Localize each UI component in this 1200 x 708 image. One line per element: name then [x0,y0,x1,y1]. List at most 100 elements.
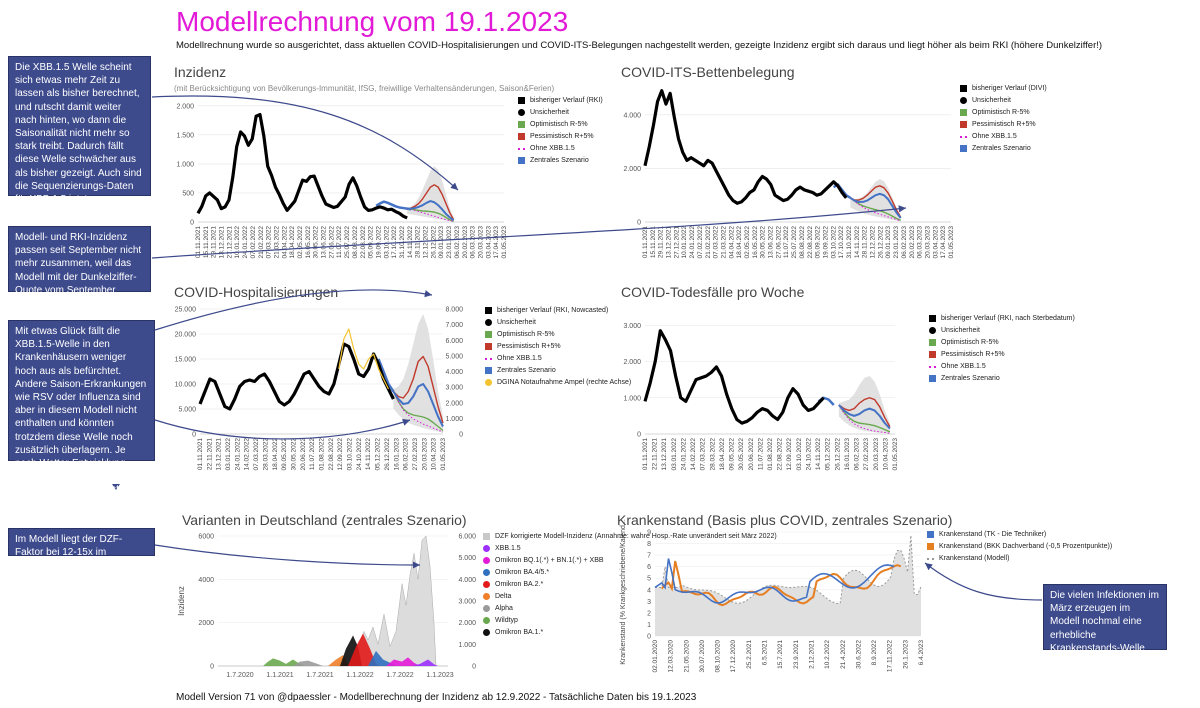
x-tick-label: 17.12.2020 [730,640,737,673]
x-tick-label: 17.04.2023 [493,226,500,259]
series-model-line [377,358,395,393]
y-tick-label: 25.000 [175,307,197,314]
series-history-line [198,342,395,411]
y2-tick-label: 2.000 [445,400,463,407]
x-tick-label: 04.04.2022 [728,226,735,259]
chart-hosp: 0 5.000 10.000 15.000 20.000 25.000 0 1.000 2.00… [175,307,464,471]
legend-label: Ohne XBB.1.5 [530,145,575,152]
y-tick-label: 2.000 [623,359,641,366]
x-tick-label: 09.01.2023 [438,226,445,259]
legend-item: Delta [483,592,608,604]
x-tick-label: 24.10.2022 [805,438,812,471]
y-tick-label: 4 [647,587,651,594]
legend-item: Omikron BA.1.* [483,628,608,640]
series-no-xbb-line [850,197,901,222]
x-tick-label: 20.02.2023 [909,226,916,259]
note-sick-leave: Die vielen Infektionen im März erzeugen … [1043,584,1167,680]
x-tick-label: 09.05.2022 [281,438,288,471]
y-tick-label: 20.000 [175,332,197,339]
legend-swatch [518,97,525,104]
x-tick-label: 8.9.2022 [871,640,878,666]
legend-item: bisheriger Verlauf (DIVI) [960,84,1047,96]
y-tick-label: 4000 [198,577,214,584]
x-tick-label: 23.01.2023 [446,226,453,259]
x-tick-label: 27.02.2023 [412,438,419,471]
note-rki-incidence: Modell- und RKI-Inzidenz passen seit Sep… [8,226,151,309]
series-history-line [196,112,408,220]
legend-label: XBB.1.5 [495,545,521,552]
x-tick-label: 27.06.2022 [775,226,782,259]
legend-swatch [518,133,525,140]
y-tick-label: 15.000 [175,357,197,364]
legend-label: Pessimistisch R+5% [530,133,594,140]
legend-item: Pessimistisch R+5% [929,350,1049,362]
series-history-line [643,89,848,205]
x-tick-label: 12.09.2022 [786,438,793,471]
chart-tod: 0 1.000 2.000 3.000 01.11.2021 22.11.2021 13.1… [623,323,899,471]
x-tick-label: 16.05.2022 [752,226,759,259]
x-tick-label: 22.08.2022 [777,438,784,471]
legend-label: DZF korrigierte Modell-Inzidenz (Annahme… [495,533,777,540]
series-pessimistic-line [407,184,455,221]
x-tick-label: 21.02.2022 [258,226,265,259]
chart-title-krankenstand: Krankenstand (Basis plus COVID, zentrale… [617,512,953,528]
y-tick-label: 0 [637,220,641,227]
legend-swatch [485,367,492,374]
legend-item: XBB.1.5 [483,544,608,556]
x-tick-label: 01.08.2022 [319,438,326,471]
legend-item: Zentrales Szenario [929,374,1049,386]
x-tick-label: 06.02.2023 [901,226,908,259]
chart-title-tod: COVID-Todesfälle pro Woche [621,284,805,300]
legend-label: bisheriger Verlauf (RKI, Nowcasted) [497,307,609,314]
x-tick-label: 12.12.2022 [423,226,430,259]
legend-swatch [927,531,934,538]
x-tick-label: 18.04.2022 [736,226,743,259]
legend-swatch [485,331,492,338]
legend-item: Unsicherheit [518,108,603,120]
legend-item: Ohne XBB.1.5 [960,132,1047,144]
x-tick-label: 01.11.2021 [197,438,204,470]
legend-swatch [518,157,525,164]
legend-item: Omikron BA.4/5.* [483,568,608,580]
legend-item: Optimistisch R-5% [960,108,1047,120]
panel-tod: COVID-Todesfälle pro Woche 0 1.000 2.000 3.… [615,282,1075,502]
y-tick-label: 2.000 [176,103,194,110]
x-tick-label: 15.7.2021 [777,640,784,669]
x-tick-label: 14.02.2022 [244,438,251,471]
legend-label: Krankenstand (Modell) [939,555,1010,562]
legend-swatch [927,558,934,562]
x-tick-label: 03.01.2022 [671,438,678,471]
legend-item: bisheriger Verlauf (RKI, nach Sterbedatu… [929,314,1075,326]
legend-swatch [518,121,525,128]
x-tick-label: 14.02.2022 [690,438,697,471]
x-tick-label: 14.11.2022 [365,438,372,470]
legend-label: Omikron BA.1.* [495,629,544,636]
x-tick-label: 13.12.2021 [216,438,223,471]
series-optimistic-line [838,404,891,433]
y2-tick-label: 3.000 [445,385,463,392]
legend-label: Omikron BQ.1(.*) + BN.1(.*) + XBB [495,557,604,564]
legend-item: Alpha [483,604,608,616]
x-tick-label: 22.08.2022 [360,226,367,259]
series-central-line [838,404,891,430]
x-tick-label: 25.07.2022 [791,226,798,259]
x-tick-label: 16.05.2022 [305,226,312,259]
x-tick-label: 23.9.2021 [793,640,800,669]
chart-its: 0 2.000 4.000 01.11.2021 15.11.2021 29.11.202… [623,89,955,259]
x-tick-label: 11.07.2022 [336,226,343,258]
x-tick-label: 07.03.2022 [253,438,260,471]
x-tick-label: 24.10.2022 [356,438,363,471]
x-tick-label: 29.11.2021 [658,226,665,258]
x-tick-label: 15.11.2021 [203,226,210,258]
legend-swatch [483,617,490,624]
x-tick-label: 01.11.2021 [642,226,649,258]
series-model-line [375,200,412,211]
x-tick-label: 20.03.2023 [421,438,428,471]
x-tick-label: 1.7.2022 [386,672,413,679]
legend-item: bisheriger Verlauf (RKI, Nowcasted) [485,306,608,318]
chart-title-varianten: Varianten in Deutschland (zentrales Szen… [182,512,467,528]
x-tick-label: 20.03.2023 [924,226,931,259]
x-tick-label: 21.03.2022 [720,226,727,259]
x-tick-label: 02.05.2022 [744,226,751,259]
x-tick-label: 11.07.2022 [309,438,316,470]
